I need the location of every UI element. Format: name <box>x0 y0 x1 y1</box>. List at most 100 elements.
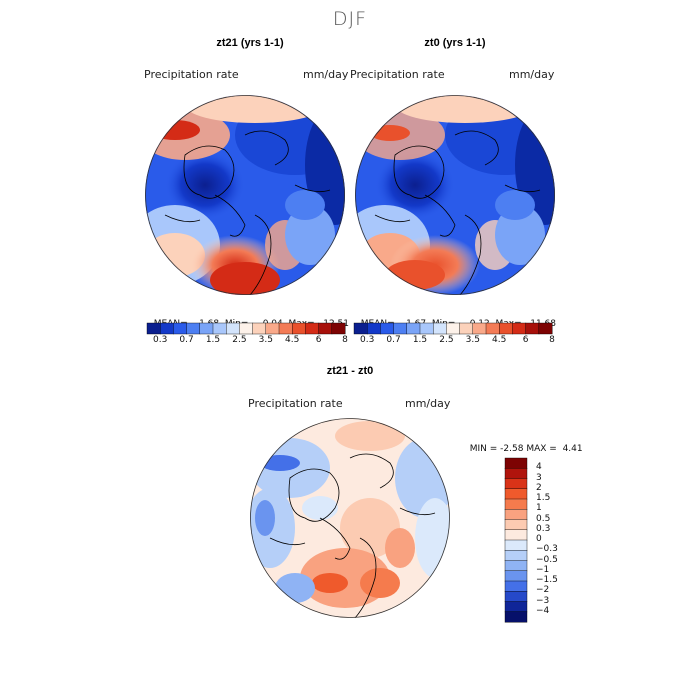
colorbar-swatch <box>504 611 528 623</box>
colorbar-tick-label: −3 <box>536 595 550 606</box>
colorbar-swatch <box>366 322 381 335</box>
colorbar-tick-label: 8 <box>549 335 555 345</box>
colorbar-tick-label: −1.5 <box>536 575 558 585</box>
colorbar-swatch <box>485 322 500 335</box>
colorbar-swatch <box>291 322 306 335</box>
colorbar-swatch <box>225 322 240 335</box>
colorbar-swatch <box>265 322 280 335</box>
diff-field-label: Precipitation rate <box>248 397 343 410</box>
colorbar-tick-label: 1 <box>536 503 542 514</box>
colorbar-swatch <box>504 468 528 480</box>
right-units-label: mm/day <box>509 68 555 81</box>
left-units-label: mm/day <box>303 68 349 81</box>
colorbar-swatch <box>504 498 528 510</box>
colorbar-tick-label: 4.5 <box>285 335 300 345</box>
colorbar-swatch <box>504 519 528 531</box>
diff-colorbar-ticks: 4 3 2 1.5 1 0.5 0.3 0 −0.3 −0.5 −1 −1.5 −2 −3 −4 <box>536 458 576 622</box>
colorbar-tick-label: 4.5 <box>492 335 507 345</box>
colorbar-swatch <box>504 560 528 572</box>
diff-max-value: 4.41 <box>562 444 583 454</box>
colorbar-swatch <box>504 509 528 521</box>
left-field-label: Precipitation rate <box>144 68 239 81</box>
colorbar-swatch <box>498 322 513 335</box>
left-panel-title: zt21 (yrs 1-1) <box>216 37 284 49</box>
colorbar-swatch <box>419 322 434 335</box>
colorbar-tick-label: −0.5 <box>536 554 558 565</box>
right-panel-title: zt0 (yrs 1-1) <box>424 37 486 49</box>
right-field-label: Precipitation rate <box>350 68 445 81</box>
colorbar-swatch <box>331 322 346 335</box>
colorbar-tick-label: 2.5 <box>439 335 454 345</box>
diff-colorbar <box>504 457 528 623</box>
colorbar-swatch <box>504 580 528 592</box>
colorbar-swatch <box>393 322 408 335</box>
colorbar-swatch <box>146 322 161 335</box>
colorbar-swatch <box>173 322 188 335</box>
colorbar-swatch <box>446 322 461 335</box>
colorbar-tick-label: 3.5 <box>465 335 480 345</box>
diff-stats: MIN = -2.58 MAX = 4.41 <box>464 434 583 454</box>
colorbar-tick-label: 0.7 <box>386 335 401 345</box>
colorbar-swatch <box>472 322 487 335</box>
colorbar-tick-label: 0 <box>536 534 542 544</box>
colorbar-swatch <box>278 322 293 335</box>
colorbar-tick-label: 3 <box>536 472 542 483</box>
colorbar-tick-label: 1.5 <box>536 493 551 503</box>
colorbar-swatch <box>252 322 267 335</box>
colorbar-swatch <box>186 322 201 335</box>
colorbar-swatch <box>504 478 528 490</box>
colorbar-tick-label: −2 <box>536 585 550 596</box>
colorbar-tick-label: −4 <box>536 605 550 616</box>
colorbar-swatch <box>318 322 333 335</box>
left-map <box>145 95 345 295</box>
colorbar-swatch <box>432 322 447 335</box>
colorbar-tick-label: 2.5 <box>232 335 247 345</box>
colorbar-tick-label: 4 <box>536 462 542 473</box>
colorbar-swatch <box>504 539 528 551</box>
left-colorbar <box>146 322 346 335</box>
colorbar-swatch <box>199 322 214 335</box>
colorbar-swatch <box>305 322 320 335</box>
colorbar-swatch <box>504 488 528 500</box>
diff-panel-title: zt21 - zt0 <box>326 365 374 377</box>
colorbar-tick-label: 1.5 <box>205 335 221 345</box>
colorbar-tick-label: 0.3 <box>360 335 375 345</box>
right-colorbar-ticks: 0.3 0.7 1.5 2.5 3.5 4.5 6 8 <box>354 335 555 347</box>
colorbar-tick-label: 1.5 <box>412 335 428 345</box>
colorbar-swatch <box>525 322 540 335</box>
diff-map <box>250 418 450 618</box>
colorbar-tick-label: −0.3 <box>536 544 558 555</box>
colorbar-swatch <box>504 550 528 562</box>
colorbar-tick-label: 0.5 <box>536 513 551 524</box>
colorbar-swatch <box>504 570 528 582</box>
diff-min-label: MIN = <box>469 444 498 454</box>
right-colorbar <box>353 322 553 335</box>
figure-title: DJF <box>332 8 368 30</box>
colorbar-tick-label: 6 <box>522 335 529 345</box>
right-map <box>355 95 555 295</box>
colorbar-swatch <box>239 322 254 335</box>
colorbar-tick-label: 0.3 <box>153 335 168 345</box>
colorbar-swatch <box>159 322 174 335</box>
diff-min-value: -2.58 <box>500 444 524 454</box>
colorbar-swatch <box>504 591 528 603</box>
colorbar-swatch <box>512 322 527 335</box>
colorbar-tick-label: 6 <box>315 335 322 345</box>
colorbar-swatch <box>380 322 395 335</box>
colorbar-tick-label: 2 <box>536 482 542 493</box>
colorbar-swatch <box>353 322 368 335</box>
colorbar-swatch <box>504 529 528 541</box>
colorbar-swatch <box>504 601 528 613</box>
colorbar-swatch <box>212 322 227 335</box>
colorbar-tick-label: 0.3 <box>536 523 551 534</box>
colorbar-tick-label: 0.7 <box>179 335 194 345</box>
colorbar-swatch <box>459 322 474 335</box>
colorbar-swatch <box>406 322 421 335</box>
colorbar-swatch <box>504 457 528 469</box>
colorbar-tick-label: 3.5 <box>258 335 273 345</box>
colorbar-swatch <box>538 322 553 335</box>
left-colorbar-ticks: 0.3 0.7 1.5 2.5 3.5 4.5 6 8 <box>147 335 348 347</box>
diff-max-label: MAX = <box>526 444 557 454</box>
diff-units-label: mm/day <box>405 397 451 410</box>
colorbar-tick-label: 8 <box>342 335 348 345</box>
